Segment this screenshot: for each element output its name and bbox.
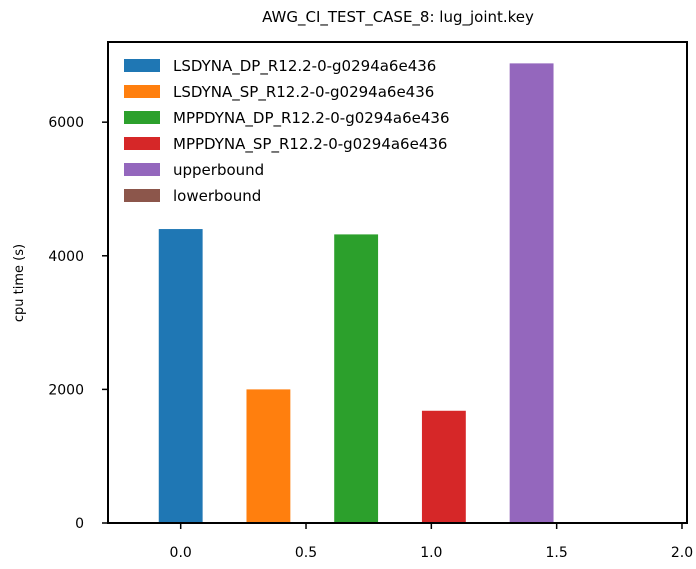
bar-0 — [158, 229, 203, 524]
legend-swatch — [124, 111, 160, 124]
legend-swatch — [124, 137, 160, 150]
y-tick-label: 0 — [75, 516, 84, 532]
y-axis-ticks: 0 2000 4000 6000 — [48, 115, 108, 532]
y-tick-label: 2000 — [48, 382, 84, 398]
x-tick-label: 2.0 — [671, 545, 693, 561]
x-tick-label: 1.0 — [420, 545, 442, 561]
chart-title: AWG_CI_TEST_CASE_8: lug_joint.key — [262, 8, 534, 27]
y-tick-label: 6000 — [48, 115, 84, 131]
legend-label: MPPDYNA_SP_R12.2-0-g0294a6e436 — [173, 135, 447, 154]
bar-1 — [246, 389, 291, 523]
y-tick-label: 4000 — [48, 249, 84, 265]
legend-swatch — [124, 163, 160, 176]
legend: LSDYNA_DP_R12.2-0-g0294a6e436 LSDYNA_SP_R… — [124, 57, 449, 205]
legend-label: MPPDYNA_DP_R12.2-0-g0294a6e436 — [173, 109, 449, 128]
legend-label: LSDYNA_DP_R12.2-0-g0294a6e436 — [173, 57, 436, 76]
bars-group — [158, 63, 554, 524]
legend-swatch — [124, 85, 160, 98]
bar-3 — [421, 410, 466, 523]
legend-label: lowerbound — [173, 187, 261, 205]
legend-swatch — [124, 189, 160, 202]
bar-2 — [334, 234, 379, 523]
bar-4 — [509, 63, 554, 523]
x-tick-label: 0.5 — [295, 545, 317, 561]
x-tick-label: 1.5 — [546, 545, 568, 561]
x-tick-label: 0.0 — [170, 545, 192, 561]
y-axis-label: cpu time (s) — [12, 244, 27, 322]
plot-frame — [107, 41, 688, 524]
legend-swatch — [124, 59, 160, 72]
x-axis-ticks: 0.0 0.5 1.0 1.5 2.0 — [170, 523, 693, 561]
legend-label: LSDYNA_SP_R12.2-0-g0294a6e436 — [173, 83, 434, 102]
legend-label: upperbound — [173, 161, 264, 179]
